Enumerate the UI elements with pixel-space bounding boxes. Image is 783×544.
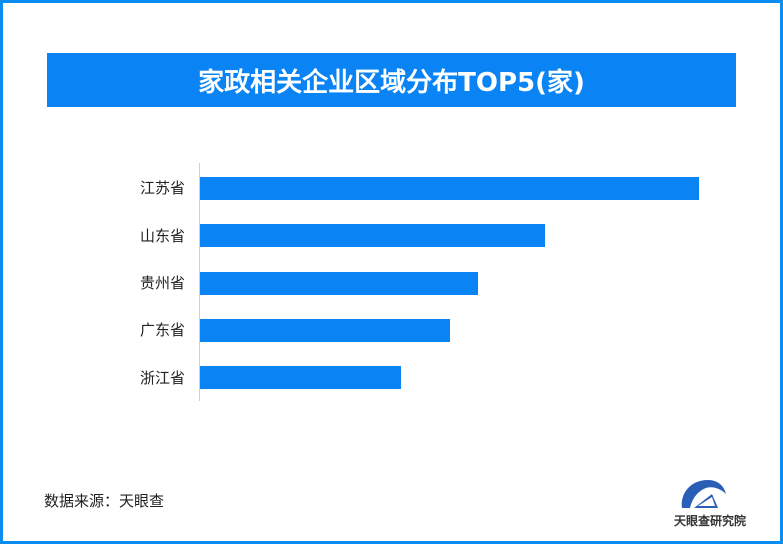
bar-guizhou xyxy=(200,272,478,295)
tianyancha-logo-icon xyxy=(681,480,726,508)
title-banner: 家政相关企业区域分布TOP5(家) xyxy=(47,53,736,107)
y-axis-line xyxy=(199,163,200,401)
tianyancha-logo: 天眼查研究院 xyxy=(660,472,760,532)
bar-guangdong xyxy=(200,319,450,342)
bar-jiangsu xyxy=(200,177,699,200)
category-label: 山东省 xyxy=(139,227,185,245)
category-label: 贵州省 xyxy=(139,274,185,292)
logo-text: 天眼查研究院 xyxy=(673,514,746,528)
data-source: 数据来源：天眼查 xyxy=(44,492,165,510)
category-label: 浙江省 xyxy=(139,369,185,387)
chart-title: 家政相关企业区域分布TOP5(家) xyxy=(198,67,585,98)
bar-zhejiang xyxy=(200,366,401,389)
category-label: 江苏省 xyxy=(139,179,185,197)
bar-shandong xyxy=(200,224,545,247)
category-label: 广东省 xyxy=(139,321,185,339)
